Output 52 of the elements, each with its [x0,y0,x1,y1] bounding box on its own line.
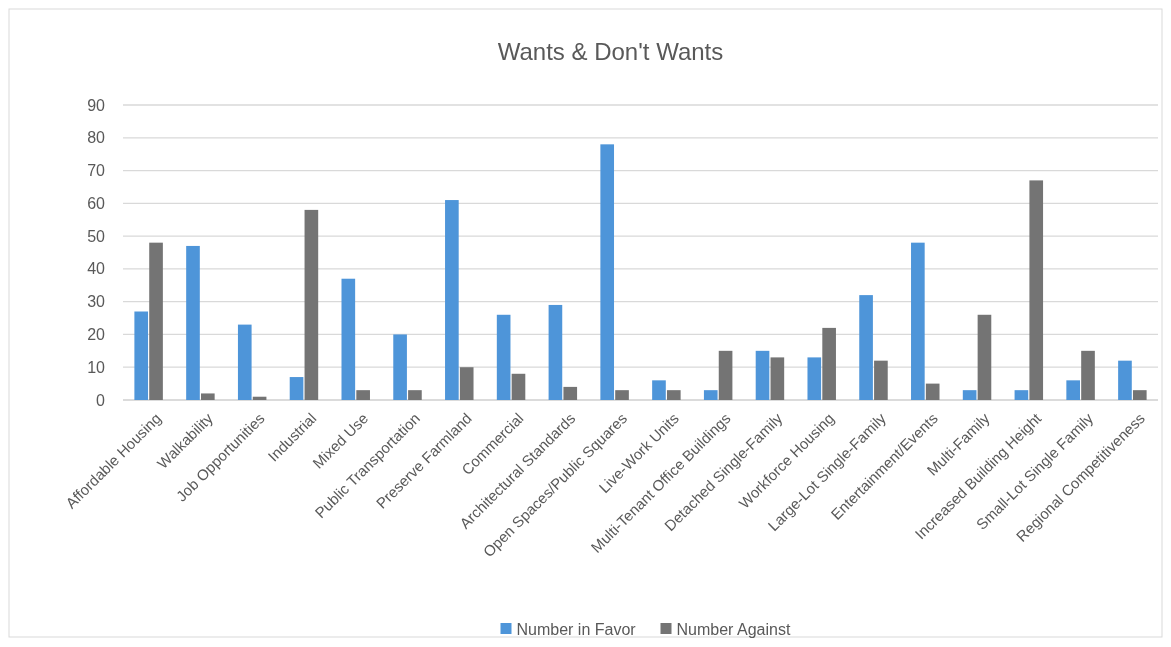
bar [1014,390,1029,400]
y-tick-label: 0 [96,391,106,409]
bar [718,350,733,400]
bar [201,393,215,400]
bar [755,350,770,400]
bar [393,334,407,400]
bar [289,377,304,400]
y-tick-label: 90 [87,96,106,114]
bar [962,390,977,400]
chart-title: Wants & Don't Wants [497,38,724,65]
bar [341,278,356,400]
legend-label: Number Against [676,620,791,638]
bar [652,380,666,400]
bar [1081,350,1095,400]
bar [186,245,200,400]
bar [1066,380,1081,400]
y-tick-label: 40 [87,260,106,278]
bar [1029,180,1044,400]
bar [874,360,888,400]
bar [149,242,163,400]
y-tick-label: 30 [87,293,106,311]
bar [134,311,149,400]
bar [703,390,718,400]
bar [237,324,252,400]
bar [925,383,940,400]
bar [496,314,511,400]
bar [859,295,873,400]
bar [563,386,578,400]
y-tick-label: 10 [87,358,106,376]
bar [770,357,785,400]
y-tick-label: 80 [87,129,106,147]
bar [459,367,474,400]
bar [304,209,319,400]
bar [600,144,615,400]
y-tick-label: 20 [87,326,106,344]
bar [615,390,629,400]
bar [807,357,822,400]
y-tick-label: 50 [87,227,106,245]
bar [911,242,925,400]
bar [548,304,563,400]
bar [356,390,370,400]
bar [1118,360,1132,400]
bar [511,373,526,400]
bar [1132,390,1147,400]
bar [822,327,836,400]
bar [977,314,992,400]
bar [408,390,422,400]
legend-label: Number in Favor [516,620,637,638]
y-tick-label: 60 [87,194,106,212]
y-tick-label: 70 [87,162,106,180]
bar [666,390,681,400]
bar [445,200,459,400]
